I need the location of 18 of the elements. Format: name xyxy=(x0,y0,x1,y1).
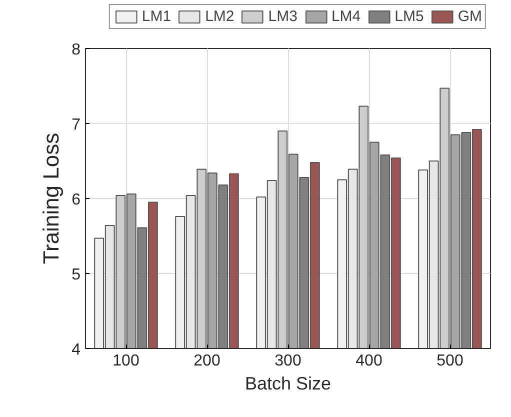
x-tick-label: 300 xyxy=(274,352,302,370)
legend-label: LM5 xyxy=(394,8,424,25)
x-tick-label: 100 xyxy=(112,352,140,370)
legend-label: LM3 xyxy=(268,8,298,25)
x-tick-label: 500 xyxy=(436,352,464,370)
legend-label: LM4 xyxy=(331,8,361,25)
legend-label: GM xyxy=(458,8,482,25)
y-axis-title: Training Loss xyxy=(38,132,64,264)
y-tick-label: 7 xyxy=(72,116,81,134)
legend-label: LM2 xyxy=(205,8,234,25)
y-tick-label: 8 xyxy=(72,42,81,58)
legend-label: LM1 xyxy=(142,8,172,25)
x-tick-label: 400 xyxy=(356,352,382,370)
x-tick-label: 200 xyxy=(194,352,220,370)
y-tick-label: 5 xyxy=(72,266,81,284)
y-tick-label: 4 xyxy=(72,342,81,358)
x-axis-title: Batch Size xyxy=(244,374,332,394)
y-tick-label: 6 xyxy=(72,192,81,208)
